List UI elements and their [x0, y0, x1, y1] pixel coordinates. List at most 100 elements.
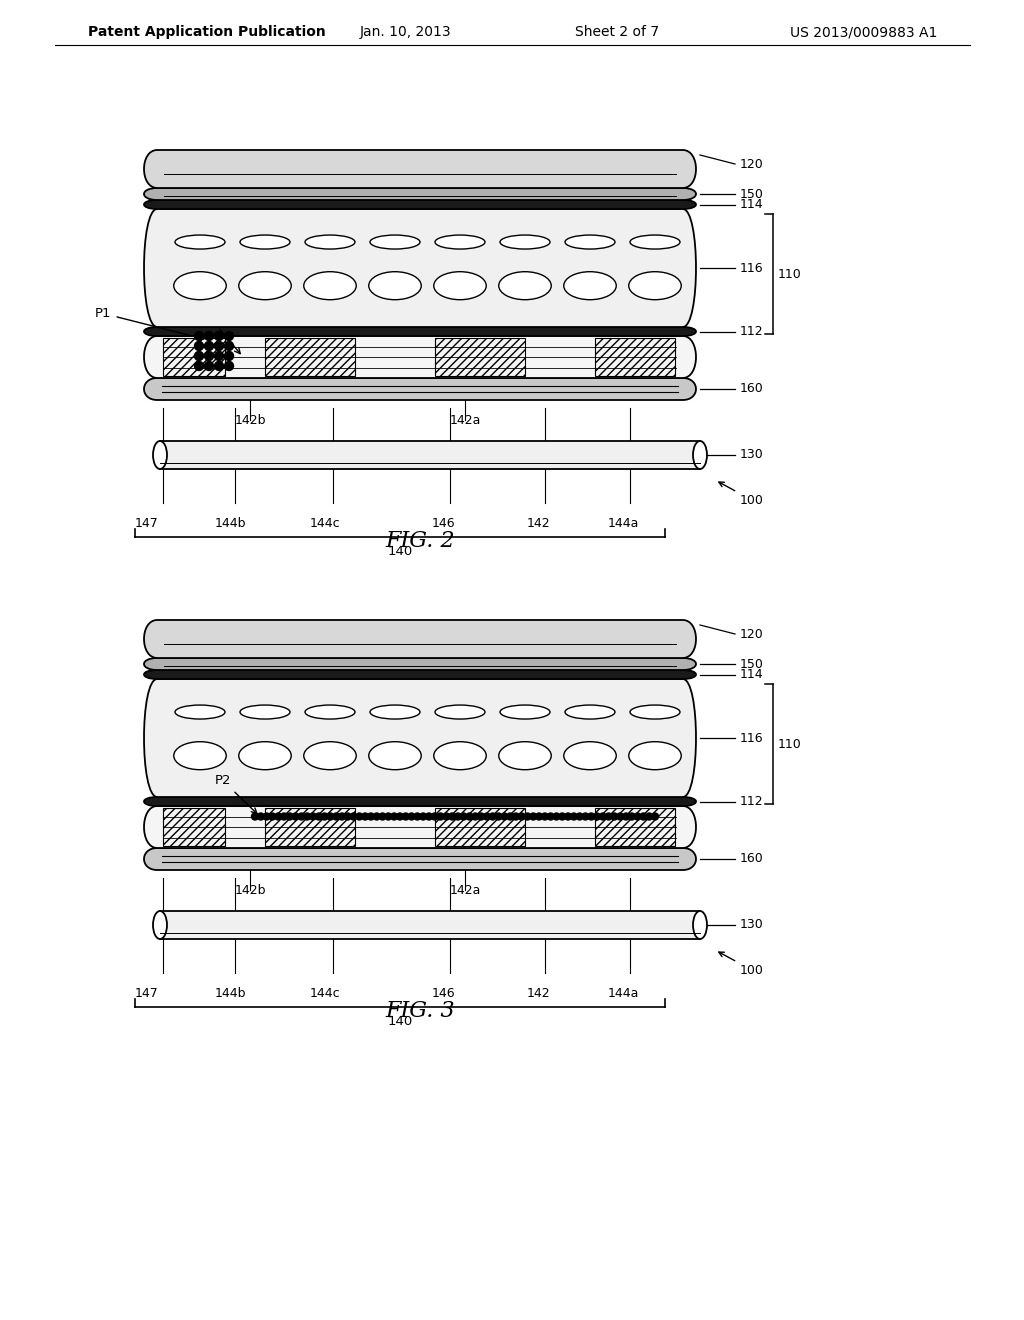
Text: 116: 116 [740, 261, 764, 275]
Circle shape [442, 813, 450, 820]
Text: 146: 146 [431, 517, 455, 531]
Circle shape [390, 813, 397, 820]
Circle shape [396, 813, 403, 820]
Circle shape [368, 813, 375, 820]
Circle shape [385, 813, 392, 820]
Ellipse shape [370, 235, 420, 249]
Circle shape [205, 362, 213, 371]
Text: 114: 114 [740, 198, 764, 211]
Ellipse shape [629, 742, 681, 770]
Ellipse shape [304, 742, 356, 770]
Circle shape [651, 813, 658, 820]
Text: Jan. 10, 2013: Jan. 10, 2013 [360, 25, 452, 40]
Bar [163, 808, 225, 846]
Circle shape [495, 813, 502, 820]
Text: 130: 130 [740, 919, 764, 932]
Circle shape [437, 813, 444, 820]
Circle shape [214, 351, 223, 360]
Ellipse shape [239, 742, 291, 770]
PathPatch shape [144, 209, 696, 327]
Text: 110: 110 [778, 268, 802, 281]
Circle shape [195, 331, 204, 341]
Text: 147: 147 [135, 987, 159, 1001]
Circle shape [298, 813, 305, 820]
Circle shape [281, 813, 288, 820]
Circle shape [263, 813, 270, 820]
PathPatch shape [144, 150, 696, 187]
Text: Sheet 2 of 7: Sheet 2 of 7 [575, 25, 659, 40]
Circle shape [536, 813, 543, 820]
Ellipse shape [693, 911, 707, 939]
Circle shape [455, 813, 462, 820]
PathPatch shape [144, 797, 696, 807]
Circle shape [344, 813, 351, 820]
Ellipse shape [153, 911, 167, 939]
Circle shape [224, 331, 233, 341]
Circle shape [466, 813, 473, 820]
Text: 112: 112 [740, 325, 764, 338]
Circle shape [559, 813, 565, 820]
PathPatch shape [144, 620, 696, 657]
Circle shape [287, 813, 293, 820]
Ellipse shape [435, 235, 485, 249]
Text: 150: 150 [740, 187, 764, 201]
Ellipse shape [693, 441, 707, 469]
Circle shape [309, 813, 316, 820]
Ellipse shape [434, 742, 486, 770]
Circle shape [373, 813, 380, 820]
Circle shape [616, 813, 624, 820]
Ellipse shape [240, 705, 290, 719]
PathPatch shape [144, 671, 696, 678]
Ellipse shape [240, 235, 290, 249]
Ellipse shape [304, 272, 356, 300]
Circle shape [507, 813, 514, 820]
Circle shape [274, 813, 282, 820]
Circle shape [214, 331, 223, 341]
Text: US 2013/0009883 A1: US 2013/0009883 A1 [790, 25, 937, 40]
Ellipse shape [565, 705, 615, 719]
Ellipse shape [435, 705, 485, 719]
Circle shape [577, 813, 583, 820]
Circle shape [582, 813, 589, 820]
Ellipse shape [629, 272, 681, 300]
Text: 100: 100 [719, 952, 764, 977]
PathPatch shape [144, 807, 696, 847]
Circle shape [501, 813, 508, 820]
Text: 142b: 142b [234, 884, 266, 898]
Circle shape [646, 813, 652, 820]
Ellipse shape [630, 235, 680, 249]
Circle shape [408, 813, 415, 820]
PathPatch shape [144, 337, 696, 378]
Text: 110: 110 [778, 738, 802, 751]
Circle shape [402, 813, 410, 820]
Ellipse shape [500, 235, 550, 249]
Text: 144a: 144a [607, 517, 639, 531]
Circle shape [489, 813, 497, 820]
Text: 160: 160 [740, 853, 764, 866]
Text: 142a: 142a [450, 884, 480, 898]
Ellipse shape [239, 272, 291, 300]
Bar [435, 808, 525, 846]
Ellipse shape [369, 272, 421, 300]
Ellipse shape [565, 235, 615, 249]
Text: 144c: 144c [309, 517, 340, 531]
Ellipse shape [153, 441, 167, 469]
Circle shape [640, 813, 647, 820]
Circle shape [333, 813, 340, 820]
Circle shape [269, 813, 275, 820]
Circle shape [611, 813, 617, 820]
Circle shape [420, 813, 427, 820]
Circle shape [542, 813, 549, 820]
Text: FIG. 3: FIG. 3 [385, 1001, 455, 1022]
Circle shape [339, 813, 345, 820]
Circle shape [477, 813, 484, 820]
Circle shape [195, 342, 204, 351]
Text: 142: 142 [526, 517, 550, 531]
Bar [595, 338, 675, 376]
Circle shape [350, 813, 357, 820]
Text: 114: 114 [740, 668, 764, 681]
PathPatch shape [144, 187, 696, 201]
Circle shape [605, 813, 612, 820]
Bar [265, 808, 355, 846]
Circle shape [322, 813, 328, 820]
